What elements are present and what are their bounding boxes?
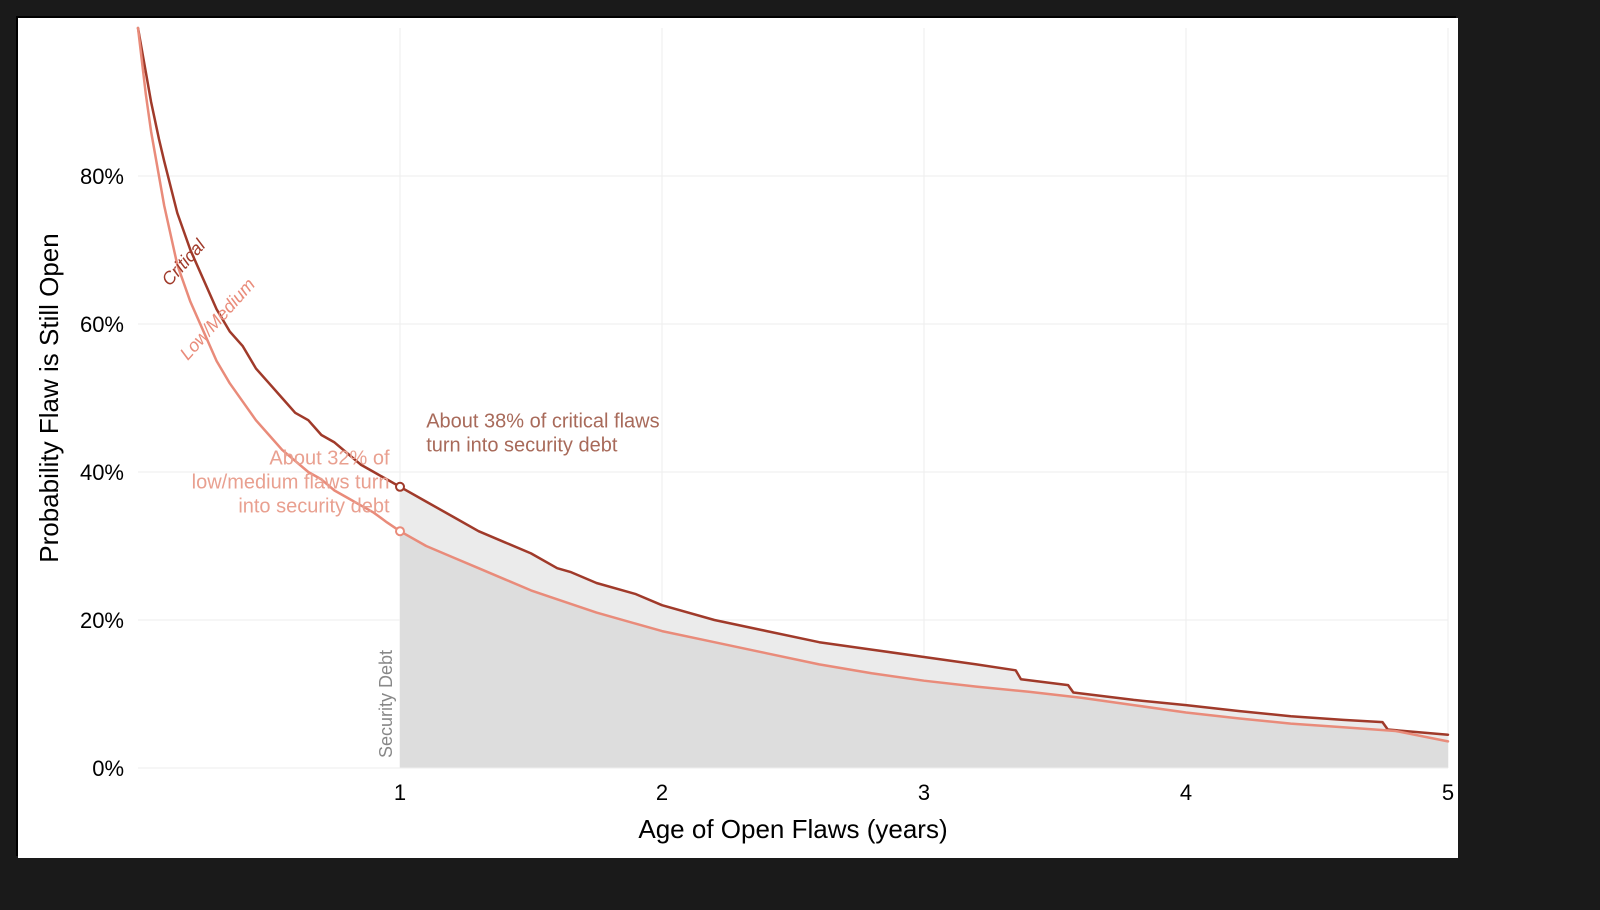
x-tick-label: 1 bbox=[394, 780, 406, 805]
security-debt-label: Security Debt bbox=[376, 650, 396, 758]
chart-card: 0% 20% 40% 60% 80% 1 2 3 4 5 Age of Open Flaws (ye… bbox=[16, 16, 1456, 856]
x-axis-label: Age of Open Flaws (years) bbox=[638, 814, 947, 844]
y-axis-label: Probability Flaw is Still Open bbox=[34, 233, 64, 562]
x-tick-label: 4 bbox=[1180, 780, 1192, 805]
y-tick-label: 20% bbox=[80, 608, 124, 633]
y-tick-label: 0% bbox=[92, 756, 124, 781]
marker-lowmedium bbox=[396, 527, 404, 535]
y-tick-label: 80% bbox=[80, 164, 124, 189]
svg-text:About 32% of: About 32% of bbox=[269, 448, 390, 470]
y-tick-label: 40% bbox=[80, 460, 124, 485]
svg-text:into security debt: into security debt bbox=[238, 496, 390, 518]
x-tick-label: 2 bbox=[656, 780, 668, 805]
y-tick-label: 60% bbox=[80, 312, 124, 337]
x-tick-label: 3 bbox=[918, 780, 930, 805]
marker-critical bbox=[396, 483, 404, 491]
svg-text:turn into security debt: turn into security debt bbox=[426, 435, 618, 457]
x-tick-label: 5 bbox=[1442, 780, 1454, 805]
survival-chart: 0% 20% 40% 60% 80% 1 2 3 4 5 Age of Open Flaws (ye… bbox=[18, 18, 1458, 858]
svg-text:About 38% of critical flaws: About 38% of critical flaws bbox=[426, 411, 659, 433]
svg-text:low/medium flaws turn: low/medium flaws turn bbox=[192, 472, 390, 494]
